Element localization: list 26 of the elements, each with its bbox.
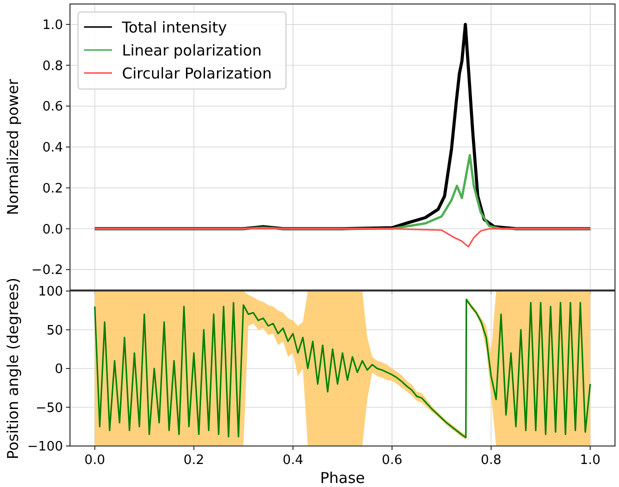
x-tick-label: 0.2 (184, 453, 204, 468)
line-series (94, 228, 591, 248)
y-tick-label: 100 (38, 284, 63, 300)
legend-label: Total intensity (121, 18, 227, 36)
y-tick-label: 50 (46, 323, 63, 338)
y-tick-label: −0.2 (31, 263, 63, 278)
y-tick-label: 0.8 (42, 58, 63, 74)
legend-label: Circular Polarization (122, 64, 272, 82)
y-tick-label: 0.6 (42, 100, 63, 115)
x-axis-title: Phase (320, 469, 365, 487)
y-tick-label: 0.4 (42, 140, 63, 156)
line-series (94, 154, 592, 230)
y-axis-title: Normalized power (4, 78, 22, 216)
y-tick-label: 0 (54, 362, 63, 378)
y-tick-label: −50 (36, 400, 63, 416)
y-tick-label: 1.0 (42, 18, 63, 33)
x-tick-label: 0.8 (480, 453, 502, 468)
y-axis-title: Position angle (degrees) (4, 278, 22, 460)
x-tick-label: 0.0 (84, 453, 106, 468)
x-tick-label: 1.0 (580, 453, 601, 468)
x-tick-label: 0.6 (382, 453, 402, 468)
y-tick-label: −100 (27, 440, 63, 455)
y-tick-label: 0.0 (42, 222, 63, 238)
legend-label: Linear polarization (122, 41, 262, 60)
x-tick-label: 0.4 (282, 453, 304, 468)
y-tick-label: 0.2 (42, 181, 63, 196)
